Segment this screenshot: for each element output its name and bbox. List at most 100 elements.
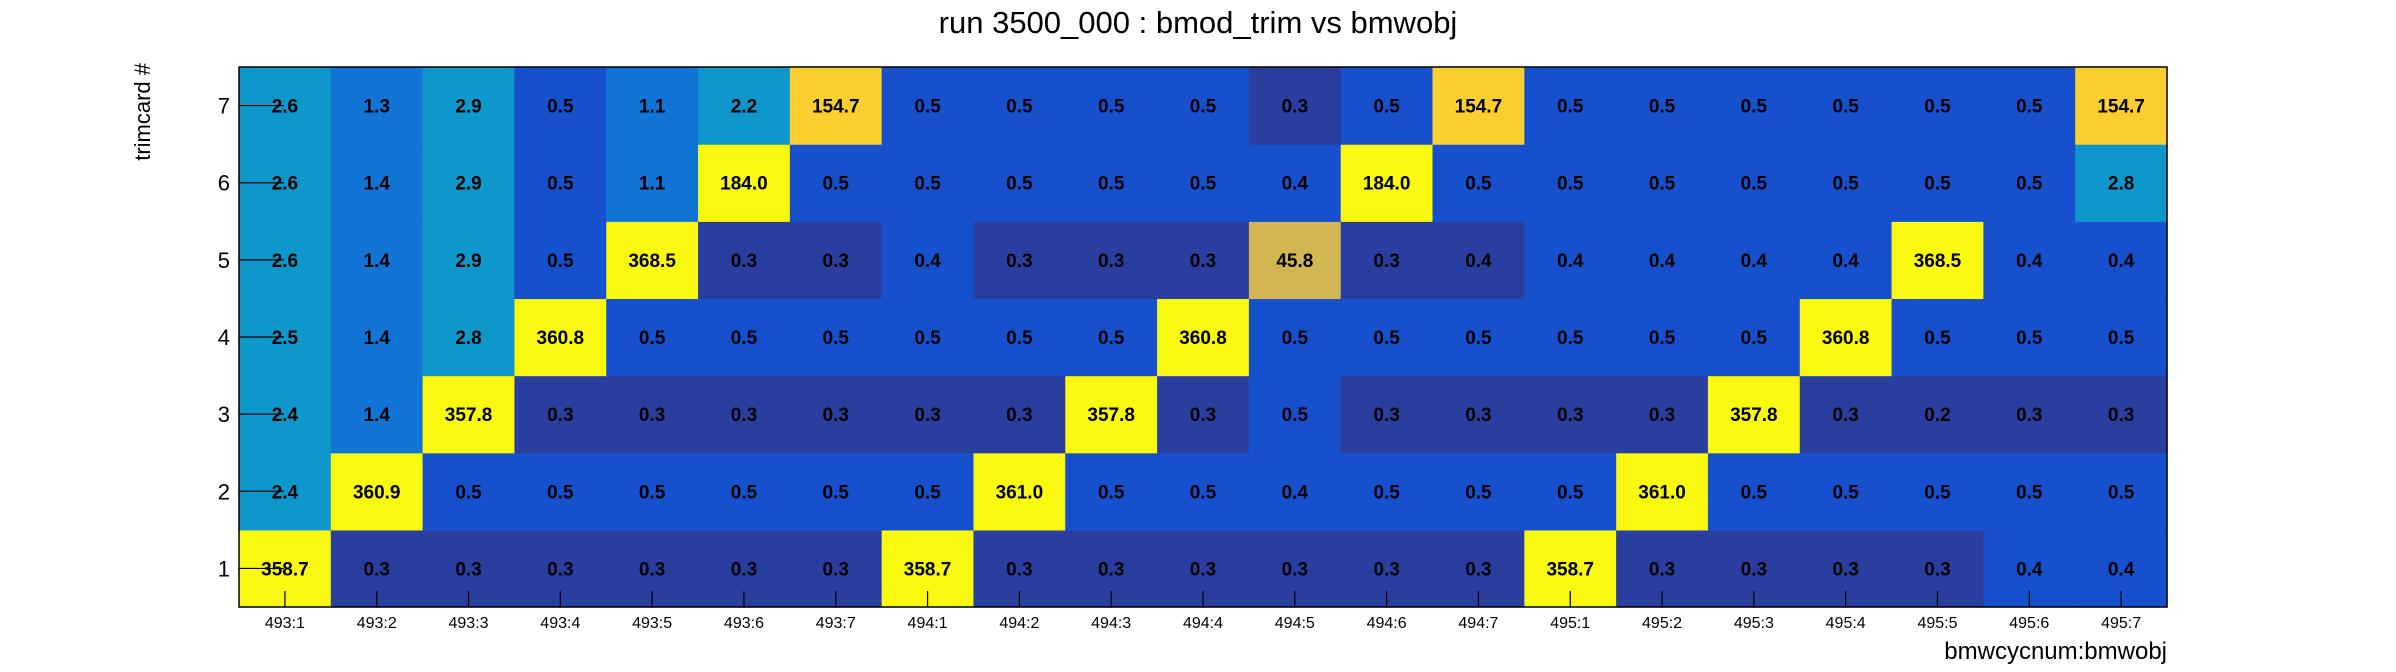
- cell-value-label: 0.5: [1373, 482, 1400, 503]
- cell-value-label: 0.3: [639, 405, 665, 426]
- heatmap-cell: [514, 375, 607, 454]
- heatmap-cell: [1616, 144, 1709, 222]
- cell-value-label: 0.5: [2108, 482, 2135, 503]
- cell-value-label: 0.5: [1006, 328, 1033, 349]
- x-tick-label: 494:3: [1091, 615, 1131, 632]
- cell-value-label: 0.3: [1832, 559, 1858, 580]
- y-tick-label: 1: [218, 556, 230, 581]
- heatmap-cell: [2075, 375, 2168, 454]
- cell-value-label: 0.5: [823, 174, 850, 195]
- cell-value-label: 0.3: [914, 405, 940, 426]
- heatmap-cell: [1891, 221, 1984, 300]
- cell-value-label: 0.5: [1465, 328, 1492, 349]
- cell-value-label: 1.3: [364, 97, 390, 118]
- x-tick-label: 494:7: [1458, 615, 1498, 632]
- cell-value-label: 0.3: [731, 251, 757, 272]
- heatmap-cell: [1799, 67, 1893, 145]
- cell-value-label: 0.5: [914, 174, 941, 195]
- heatmap-cell: [1891, 144, 1984, 222]
- heatmap-cell: [2075, 144, 2168, 222]
- heatmap-cell: [881, 221, 975, 300]
- heatmap-cell: [1616, 452, 1709, 531]
- cell-value-label: 358.7: [261, 559, 309, 580]
- cell-value-label: 0.5: [1190, 174, 1217, 195]
- heatmap-cell: [606, 221, 699, 300]
- cell-value-label: 1.1: [639, 97, 666, 118]
- cell-value-label: 0.3: [1465, 405, 1491, 426]
- heatmap-cell: [1157, 452, 1250, 531]
- heatmap-cell: [1065, 298, 1158, 377]
- cell-value-label: 1.1: [639, 174, 666, 195]
- cell-value-label: 0.5: [547, 251, 574, 272]
- cell-value-label: 0.3: [1098, 251, 1124, 272]
- x-tick-label: 494:1: [908, 615, 948, 632]
- cell-value-label: 368.5: [1914, 251, 1962, 272]
- cell-value-label: 0.3: [1190, 405, 1216, 426]
- cell-value-label: 0.3: [1649, 405, 1675, 426]
- heatmap-cell: [514, 221, 607, 300]
- cell-value-labels: 358.7 0.3 0.3 0.3 0.3 0.3 0.3 358.7 0.3 0.3 0.3 0.3…: [261, 97, 2145, 581]
- heatmap-cell: [422, 144, 516, 222]
- heatmap-cell: [973, 144, 1066, 222]
- cell-value-label: 0.4: [2016, 251, 2043, 272]
- cell-value-label: 0.5: [1098, 482, 1125, 503]
- cell-value-label: 0.4: [1465, 251, 1492, 272]
- cell-value-label: 0.3: [1649, 559, 1675, 580]
- heatmap-cell: [1799, 221, 1893, 300]
- cell-value-label: 0.3: [547, 405, 573, 426]
- cell-value-label: 0.5: [2016, 97, 2043, 118]
- cell-value-label: 357.8: [445, 405, 493, 426]
- x-tick-label: 495:7: [2101, 615, 2141, 632]
- cell-value-label: 0.5: [1098, 174, 1125, 195]
- cell-value-label: 1.4: [364, 405, 391, 426]
- cell-value-label: 0.5: [1649, 328, 1676, 349]
- heatmap-cell: [1707, 67, 1801, 145]
- heatmap-cell: [1248, 298, 1342, 377]
- heatmap-cell: [1432, 67, 1525, 145]
- heatmap-cell: [1157, 221, 1250, 300]
- cell-value-label: 0.3: [2016, 405, 2042, 426]
- heatmap-cell: [789, 221, 883, 300]
- cell-value-label: 0.3: [1006, 251, 1032, 272]
- x-axis-title: bmwcycnum:bmwobj: [1944, 638, 2167, 665]
- heatmap-cell: [1524, 67, 1617, 145]
- heatmap-cell: [698, 67, 791, 145]
- heatmap-cell: [1432, 375, 1525, 454]
- heatmap-cell: [1248, 221, 1342, 300]
- heatmap-cell: [330, 298, 424, 377]
- heatmap-cell: [606, 67, 699, 145]
- cell-value-label: 2.6: [272, 251, 298, 272]
- cell-value-label: 2.5: [272, 328, 299, 349]
- cell-value-label: 0.4: [2108, 251, 2135, 272]
- cell-value-label: 361.0: [996, 482, 1044, 503]
- cell-value-label: 0.5: [1557, 174, 1584, 195]
- cell-value-label: 0.3: [1373, 405, 1399, 426]
- cell-value-label: 0.5: [1557, 482, 1584, 503]
- cell-value-label: 0.2: [1924, 405, 1950, 426]
- cell-value-label: 0.3: [455, 559, 481, 580]
- cell-value-label: 0.4: [914, 251, 941, 272]
- cell-value-label: 0.3: [1006, 405, 1032, 426]
- cell-value-label: 2.8: [2108, 174, 2134, 195]
- heatmap-cell: [1707, 144, 1801, 222]
- cell-value-label: 1.4: [364, 251, 391, 272]
- cell-value-label: 0.5: [1098, 328, 1125, 349]
- heatmap-cell: [1983, 452, 2076, 531]
- cell-value-label: 0.3: [2108, 405, 2134, 426]
- heatmap-cell: [1065, 221, 1158, 300]
- x-tick-label: 495:5: [1917, 615, 1957, 632]
- heatmap-cell: [422, 375, 516, 454]
- cell-value-label: 0.3: [1465, 559, 1491, 580]
- heatmap-cell: [1065, 67, 1158, 145]
- heatmap-cell: [1707, 452, 1801, 531]
- heatmap-cell: [330, 221, 424, 300]
- heatmap-cell: [1157, 67, 1250, 145]
- heatmap-cell: [1891, 67, 1984, 145]
- heatmap-cell: [1891, 375, 1984, 454]
- chart-title: run 3500_000 : bmod_trim vs bmwobj: [939, 5, 1458, 40]
- x-tick-label: 493:3: [449, 615, 489, 632]
- x-tick-label: 493:6: [724, 615, 764, 632]
- cell-value-label: 2.4: [272, 405, 299, 426]
- heatmap-cell: [698, 452, 791, 531]
- heatmap-cell: [1157, 144, 1250, 222]
